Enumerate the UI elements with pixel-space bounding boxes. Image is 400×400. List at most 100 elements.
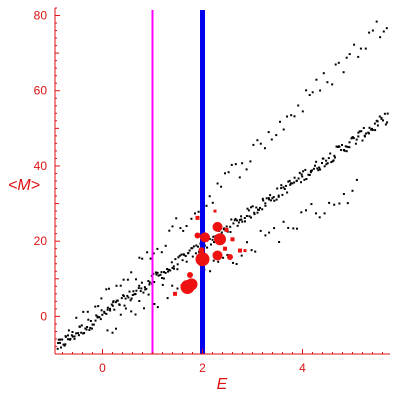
data-point (318, 216, 321, 219)
data-point (109, 307, 111, 310)
data-point (212, 259, 215, 262)
data-point (338, 145, 341, 148)
data-point (60, 346, 62, 349)
data-point (323, 212, 326, 215)
highlight-point (238, 248, 242, 253)
data-point (276, 187, 279, 190)
data-point (252, 143, 255, 146)
data-point (357, 55, 360, 58)
data-point (109, 309, 112, 312)
data-point (162, 277, 165, 280)
data-point (355, 138, 358, 141)
data-point (279, 120, 281, 123)
data-point (300, 211, 303, 214)
data-point (194, 252, 197, 255)
data-point (148, 283, 151, 286)
data-point (84, 327, 87, 330)
data-point (152, 252, 155, 255)
data-point (183, 253, 186, 256)
data-point (137, 287, 140, 290)
data-point (73, 337, 76, 340)
data-point (360, 130, 363, 133)
highlight-point (212, 221, 223, 232)
data-point (267, 197, 270, 200)
data-point (353, 43, 356, 46)
data-point (273, 199, 276, 202)
data-point (131, 294, 134, 296)
data-point (352, 137, 355, 140)
data-point (293, 115, 296, 118)
data-point (345, 56, 348, 59)
data-point (264, 234, 267, 237)
data-point (253, 213, 256, 216)
data-point (82, 310, 85, 313)
data-point (278, 241, 281, 243)
data-point (250, 206, 252, 209)
data-point (233, 219, 236, 222)
data-point (365, 132, 368, 135)
highlight-point (223, 246, 227, 251)
data-point (217, 260, 220, 263)
data-point (70, 334, 73, 337)
data-point (312, 167, 315, 170)
data-point (129, 299, 132, 302)
data-point (292, 227, 295, 230)
data-point (73, 335, 76, 338)
data-point (309, 171, 312, 174)
data-point (326, 162, 329, 165)
data-point (351, 189, 354, 192)
data-point (383, 112, 386, 115)
data-point (246, 207, 249, 210)
data-point (175, 217, 178, 220)
data-point (287, 226, 290, 229)
data-point (124, 297, 127, 300)
data-point (378, 115, 381, 118)
data-point (212, 235, 215, 238)
highlight-point (195, 252, 210, 267)
data-point (147, 280, 150, 282)
data-point (297, 104, 300, 107)
axes (54, 7, 390, 355)
data-point (275, 134, 278, 137)
highlight-point (180, 284, 185, 289)
y-tick-label: 0 (40, 309, 47, 323)
data-point (171, 284, 174, 287)
data-point (205, 204, 208, 207)
data-point (326, 81, 329, 84)
data-point (144, 288, 147, 291)
data-point (254, 250, 257, 253)
data-point (295, 179, 298, 182)
data-point (80, 331, 83, 334)
data-point (155, 273, 158, 276)
data-point (348, 146, 351, 149)
data-point (134, 313, 137, 316)
data-point (291, 182, 294, 185)
x-tick-label: 2 (199, 361, 206, 375)
data-point (116, 299, 119, 302)
data-point (177, 256, 180, 259)
data-point (100, 309, 103, 312)
data-point (346, 145, 349, 148)
data-point (283, 188, 286, 190)
highlight-point (243, 249, 247, 253)
data-point (230, 163, 233, 166)
data-point (289, 183, 292, 186)
data-point (259, 206, 261, 209)
data-point (126, 278, 129, 281)
data-point (271, 197, 274, 200)
data-point (124, 307, 127, 310)
data-point (130, 310, 133, 313)
data-point (220, 231, 223, 234)
data-point (250, 216, 252, 219)
data-point (357, 135, 360, 138)
data-point (154, 271, 157, 274)
data-point (141, 257, 144, 260)
vertical-lines (151, 10, 205, 354)
data-point (222, 256, 225, 259)
data-point (358, 130, 361, 133)
data-point (96, 316, 99, 319)
data-point (113, 308, 116, 311)
data-point (99, 318, 102, 321)
data-point (256, 139, 259, 142)
